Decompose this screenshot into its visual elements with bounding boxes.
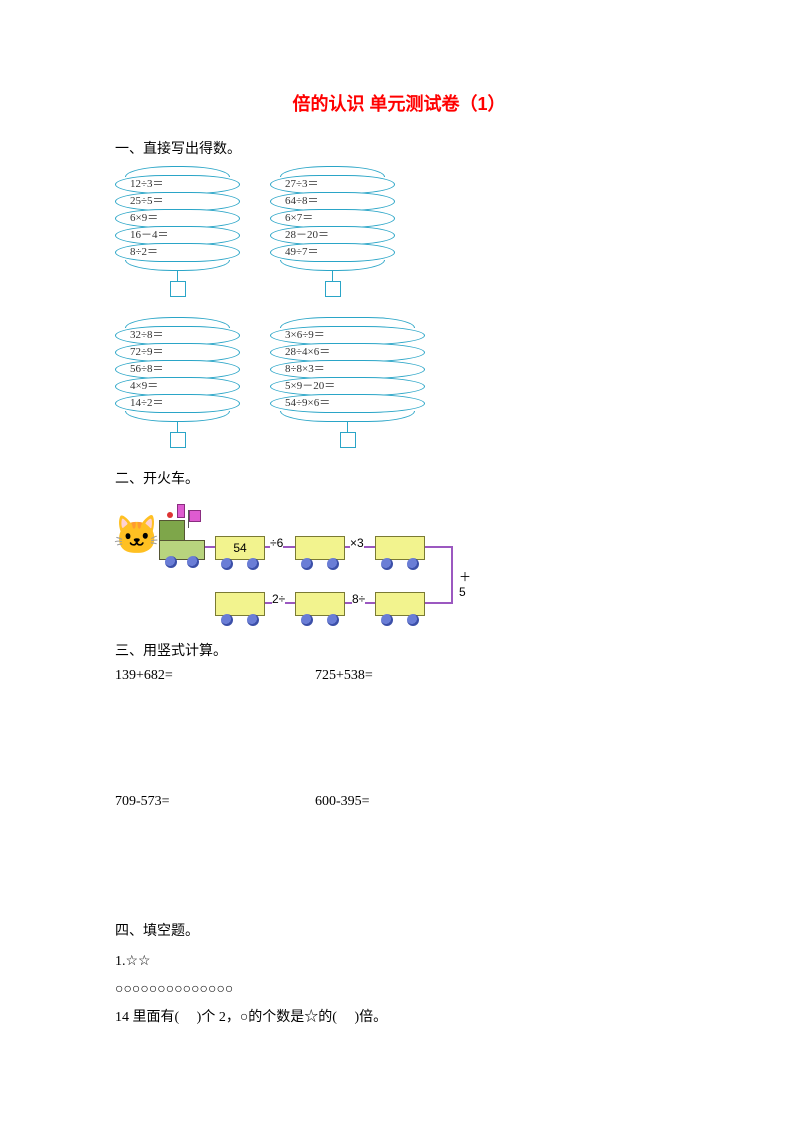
lantern-tassel: [170, 281, 186, 297]
wheel-icon: [221, 558, 233, 570]
lantern-c: 32÷8＝ 72÷9＝ 56÷8＝ 4×9＝ 14÷2＝: [115, 317, 240, 448]
fill-blank-text[interactable]: 14 里面有( )个 2，○的个数是☆的( )倍。: [115, 1004, 683, 1032]
train-link: [451, 546, 453, 604]
light-icon: [167, 512, 173, 518]
op-label: 8÷: [352, 592, 365, 606]
fill-question-1: 1.☆☆: [115, 948, 683, 976]
wheel-icon: [327, 558, 339, 570]
lantern-b: 27÷3＝ 64÷8＝ 6×7＝ 28－20＝ 49÷7＝: [270, 166, 395, 297]
section-3-heading: 三、用竖式计算。: [115, 640, 683, 660]
wheel-icon: [301, 558, 313, 570]
column-problems-row-2: 709-573= 600-395=: [115, 794, 683, 810]
lantern-a: 12÷3＝ 25÷5＝ 6×9＝ 16－4＝ 8÷2＝: [115, 166, 240, 297]
flag-icon: [189, 510, 201, 522]
lantern-tassel: [340, 432, 356, 448]
section-1-heading: 一、直接写出得数。: [115, 138, 683, 158]
cat-icon: 🐱: [113, 514, 157, 564]
train-car-blank[interactable]: [215, 592, 265, 616]
train-link: [425, 602, 453, 604]
equation[interactable]: 8÷2＝: [115, 243, 240, 262]
car-value: [215, 592, 265, 616]
op-label: 2÷: [272, 592, 285, 606]
column-problems-row-1: 139+682= 725+538=: [115, 668, 683, 684]
train-diagram: 🐱 54: [115, 496, 395, 626]
wheel-icon: [187, 556, 199, 568]
lantern-tassel: [325, 281, 341, 297]
worksheet-page: 倍的认识 单元测试卷（1） 一、直接写出得数。 12÷3＝ 25÷5＝ 6×9＝…: [0, 0, 793, 1092]
page-title: 倍的认识 单元测试卷（1）: [115, 90, 683, 116]
wheel-icon: [221, 614, 233, 626]
op-label: ÷6: [270, 536, 283, 550]
column-problem[interactable]: 709-573=: [115, 794, 315, 810]
train-car-blank[interactable]: [375, 536, 425, 560]
equation[interactable]: 54÷9×6＝: [270, 394, 425, 413]
lantern-d: 3×6÷9＝ 28÷4×6＝ 8÷8×3＝ 5×9－20＝ 54÷9×6＝: [270, 317, 425, 448]
train-car-blank[interactable]: [295, 592, 345, 616]
column-problem[interactable]: 139+682=: [115, 668, 315, 684]
circles-row: ○○○○○○○○○○○○○○: [115, 976, 683, 1004]
lantern-tassel: [170, 432, 186, 448]
lantern-row-2: 32÷8＝ 72÷9＝ 56÷8＝ 4×9＝ 14÷2＝ 3×6÷9＝ 28÷4…: [115, 317, 683, 448]
wheel-icon: [407, 558, 419, 570]
section-2-heading: 二、开火车。: [115, 468, 683, 488]
wheel-icon: [247, 558, 259, 570]
car-value: [295, 536, 345, 560]
loco-cab: [159, 520, 185, 542]
train-link: [205, 546, 215, 548]
wheel-icon: [407, 614, 419, 626]
chimney-icon: [177, 504, 185, 518]
stars-row: ☆☆: [126, 954, 151, 969]
wheel-icon: [381, 614, 393, 626]
op-label: ＋5: [459, 568, 471, 599]
train-car-blank[interactable]: [375, 592, 425, 616]
car-value: [375, 592, 425, 616]
car-value: 54: [215, 536, 265, 560]
equation[interactable]: 49÷7＝: [270, 243, 395, 262]
train-car-start: 54: [215, 536, 265, 560]
wheel-icon: [165, 556, 177, 568]
car-value: [295, 592, 345, 616]
wheel-icon: [247, 614, 259, 626]
column-problem[interactable]: 725+538=: [315, 668, 373, 684]
train-car-blank[interactable]: [295, 536, 345, 560]
wheel-icon: [301, 614, 313, 626]
section-4-heading: 四、填空题。: [115, 920, 683, 940]
car-value: [375, 536, 425, 560]
train-link: [425, 546, 453, 548]
wheel-icon: [381, 558, 393, 570]
op-label: ×3: [350, 536, 364, 550]
question-number: 1.: [115, 954, 126, 969]
lantern-row-1: 12÷3＝ 25÷5＝ 6×9＝ 16－4＝ 8÷2＝ 27÷3＝ 64÷8＝ …: [115, 166, 683, 297]
wheel-icon: [327, 614, 339, 626]
column-problem[interactable]: 600-395=: [315, 794, 370, 810]
equation[interactable]: 14÷2＝: [115, 394, 240, 413]
